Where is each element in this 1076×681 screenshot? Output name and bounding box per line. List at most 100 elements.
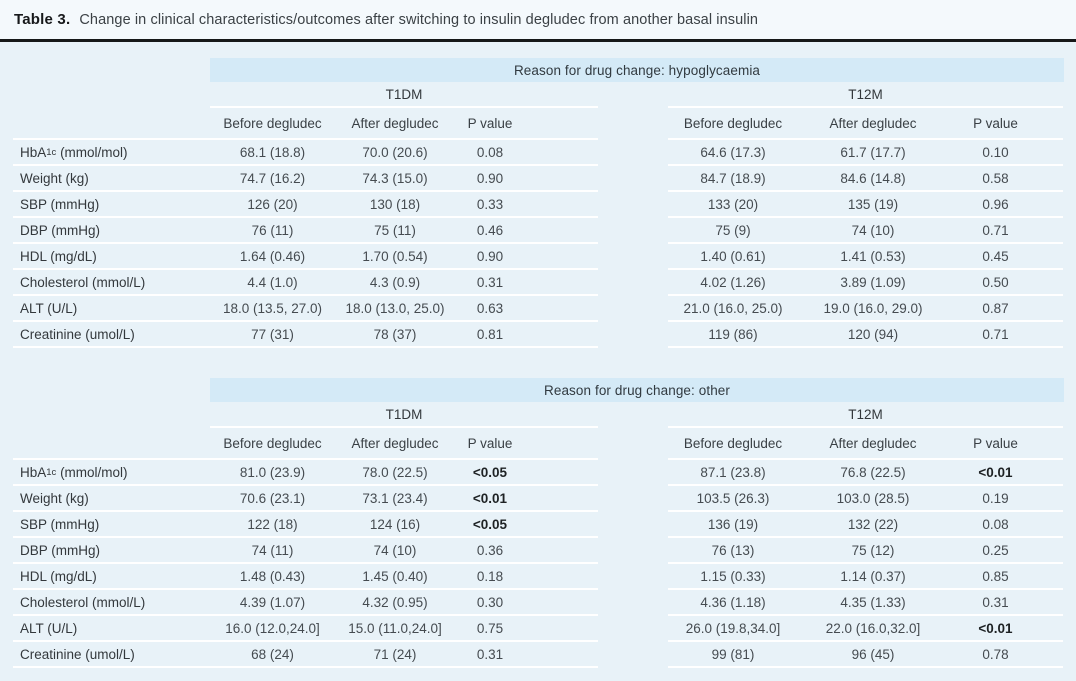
column-header-spacer xyxy=(13,108,210,140)
row-label: SBP (mmHg) xyxy=(13,512,210,538)
value-after-degludec: 15.0 (11.0,24.0] xyxy=(348,620,442,636)
value-after-degludec: 96 (45) xyxy=(851,646,895,662)
col-before-degludec: Before degludec xyxy=(223,115,322,131)
t12m-values: 21.0 (16.0, 25.0) 19.0 (16.0, 29.0) 0.87 xyxy=(668,296,1063,322)
group-t1dm: T1DM xyxy=(210,82,598,108)
filler xyxy=(525,140,598,164)
col-before-degludec: Before degludec xyxy=(683,115,783,131)
group-t12m: T12M xyxy=(668,402,1063,428)
p-value: 0.19 xyxy=(982,490,1009,506)
p-value: 0.18 xyxy=(476,568,504,584)
col-after-degludec: After degludec xyxy=(351,115,439,131)
row-label: HDL (mg/dL) xyxy=(13,244,210,270)
col-after-degludec: After degludec xyxy=(829,115,917,131)
table-row: HDL (mg/dL) 1.64 (0.46) 1.70 (0.54) 0.90 1.4… xyxy=(13,244,1066,270)
group-header-spacer xyxy=(13,82,210,108)
group-label-t1dm: T1DM xyxy=(385,406,423,422)
value-before-degludec: 76 (11) xyxy=(251,222,294,238)
value-before-degludec: 99 (81) xyxy=(711,646,755,662)
p-value: 0.31 xyxy=(982,594,1009,610)
row-label-text: 1c xyxy=(46,146,57,158)
filler xyxy=(525,512,598,536)
t1dm-values: 68.1 (18.8) 70.0 (20.6) 0.08 xyxy=(210,140,598,166)
t12m-values: 84.7 (18.9) 84.6 (14.8) 0.58 xyxy=(668,166,1063,192)
row-label-text: SBP (mmHg) xyxy=(20,196,100,212)
filler xyxy=(1043,590,1063,614)
value-after-degludec: 78.0 (22.5) xyxy=(362,464,428,480)
value-before-degludec: 16.0 (12.0,24.0] xyxy=(225,620,320,636)
col-p-value: P value xyxy=(467,435,513,451)
value-after-degludec: 75 (11) xyxy=(374,222,416,238)
row-label-text: HbA xyxy=(20,464,47,480)
table-row: SBP (mmHg) 122 (18) 124 (16) <0.05 136 (19) 1… xyxy=(13,512,1066,538)
p-value: 0.90 xyxy=(476,170,504,186)
table-row: HbA 1c (mmol/mol) 81.0 (23.9) 78.0 (22.5) <0… xyxy=(13,460,1066,486)
value-after-degludec: 1.45 (0.40) xyxy=(362,568,428,584)
row-label-text: 1c xyxy=(46,466,57,478)
filler xyxy=(525,322,598,346)
filler xyxy=(1043,166,1063,190)
table-row: Creatinine (umol/L) 77 (31) 78 (37) 0.81 119… xyxy=(13,322,1066,348)
t12m-column-headers: Before degludec After degludec P value xyxy=(668,108,1063,140)
t12m-values: 1.40 (0.61) 1.41 (0.53) 0.45 xyxy=(668,244,1063,270)
value-before-degludec: 4.4 (1.0) xyxy=(247,274,298,290)
filler xyxy=(525,428,598,458)
value-before-degludec: 119 (86) xyxy=(708,326,758,342)
column-gap xyxy=(598,108,668,140)
column-gap xyxy=(598,322,668,348)
value-before-degludec: 26.0 (19.8,34.0] xyxy=(685,620,781,636)
value-after-degludec: 76.8 (22.5) xyxy=(840,464,906,480)
table-row: Creatinine (umol/L) 68 (24) 71 (24) 0.31 99 … xyxy=(13,642,1066,668)
t1dm-values: 4.4 (1.0) 4.3 (0.9) 0.31 xyxy=(210,270,598,296)
t12m-values: 75 (9) 74 (10) 0.71 xyxy=(668,218,1063,244)
filler xyxy=(1043,108,1063,138)
value-after-degludec: 19.0 (16.0, 29.0) xyxy=(823,300,923,316)
filler xyxy=(525,460,598,484)
column-gap xyxy=(598,140,668,166)
filler xyxy=(1043,428,1063,458)
table-row: DBP (mmHg) 74 (11) 74 (10) 0.36 76 (13) 75 (1… xyxy=(13,538,1066,564)
value-after-degludec: 132 (22) xyxy=(847,516,899,532)
p-value: 0.31 xyxy=(476,274,504,290)
value-before-degludec: 75 (9) xyxy=(715,222,751,238)
t12m-values: 64.6 (17.3) 61.7 (17.7) 0.10 xyxy=(668,140,1063,166)
p-value: 0.85 xyxy=(982,568,1009,584)
p-value: 0.31 xyxy=(476,646,504,662)
value-after-degludec: 120 (94) xyxy=(847,326,899,342)
row-label: HDL (mg/dL) xyxy=(13,564,210,590)
p-value: 0.33 xyxy=(476,196,504,212)
table-row: DBP (mmHg) 76 (11) 75 (11) 0.46 75 (9) 74 (10… xyxy=(13,218,1066,244)
row-label-text: ALT (U/L) xyxy=(20,620,78,636)
row-label: Creatinine (umol/L) xyxy=(13,322,210,348)
p-value: 0.71 xyxy=(982,222,1009,238)
col-after-degludec: After degludec xyxy=(351,435,439,451)
filler xyxy=(1043,486,1063,510)
value-after-degludec: 1.14 (0.37) xyxy=(840,568,906,584)
col-before-degludec: Before degludec xyxy=(683,435,783,451)
filler xyxy=(1043,538,1063,562)
col-after-degludec: After degludec xyxy=(829,435,917,451)
filler xyxy=(1043,270,1063,294)
column-gap xyxy=(598,460,668,486)
table-row: ALT (U/L) 16.0 (12.0,24.0] 15.0 (11.0,24.0… xyxy=(13,616,1066,642)
value-before-degludec: 70.6 (23.1) xyxy=(239,490,306,506)
t12m-values: 1.15 (0.33) 1.14 (0.37) 0.85 xyxy=(668,564,1063,590)
value-after-degludec: 70.0 (20.6) xyxy=(362,144,428,160)
p-value: 0.25 xyxy=(982,542,1009,558)
row-label: DBP (mmHg) xyxy=(13,218,210,244)
value-after-degludec: 74 (10) xyxy=(851,222,895,238)
t12m-values: 4.36 (1.18) 4.35 (1.33) 0.31 xyxy=(668,590,1063,616)
table-row: Cholesterol (mmol/L) 4.39 (1.07) 4.32 (0.9… xyxy=(13,590,1066,616)
group-label-t12m: T12M xyxy=(848,86,883,102)
value-before-degludec: 64.6 (17.3) xyxy=(700,144,766,160)
value-after-degludec: 74.3 (15.0) xyxy=(362,170,428,186)
table-row: Weight (kg) 70.6 (23.1) 73.1 (23.4) <0.01 10… xyxy=(13,486,1066,512)
section-other: Reason for drug change: other T1DM T12M … xyxy=(0,378,1076,668)
column-header-row: Before degludec After degludec P value B… xyxy=(13,428,1066,460)
t1dm-values: 1.64 (0.46) 1.70 (0.54) 0.90 xyxy=(210,244,598,270)
group-header-spacer xyxy=(13,402,210,428)
table-row: SBP (mmHg) 126 (20) 130 (18) 0.33 133 (20) 13… xyxy=(13,192,1066,218)
section-rows: HbA 1c (mmol/mol) 81.0 (23.9) 78.0 (22.5) <0… xyxy=(0,460,1076,668)
column-gap xyxy=(598,244,668,270)
